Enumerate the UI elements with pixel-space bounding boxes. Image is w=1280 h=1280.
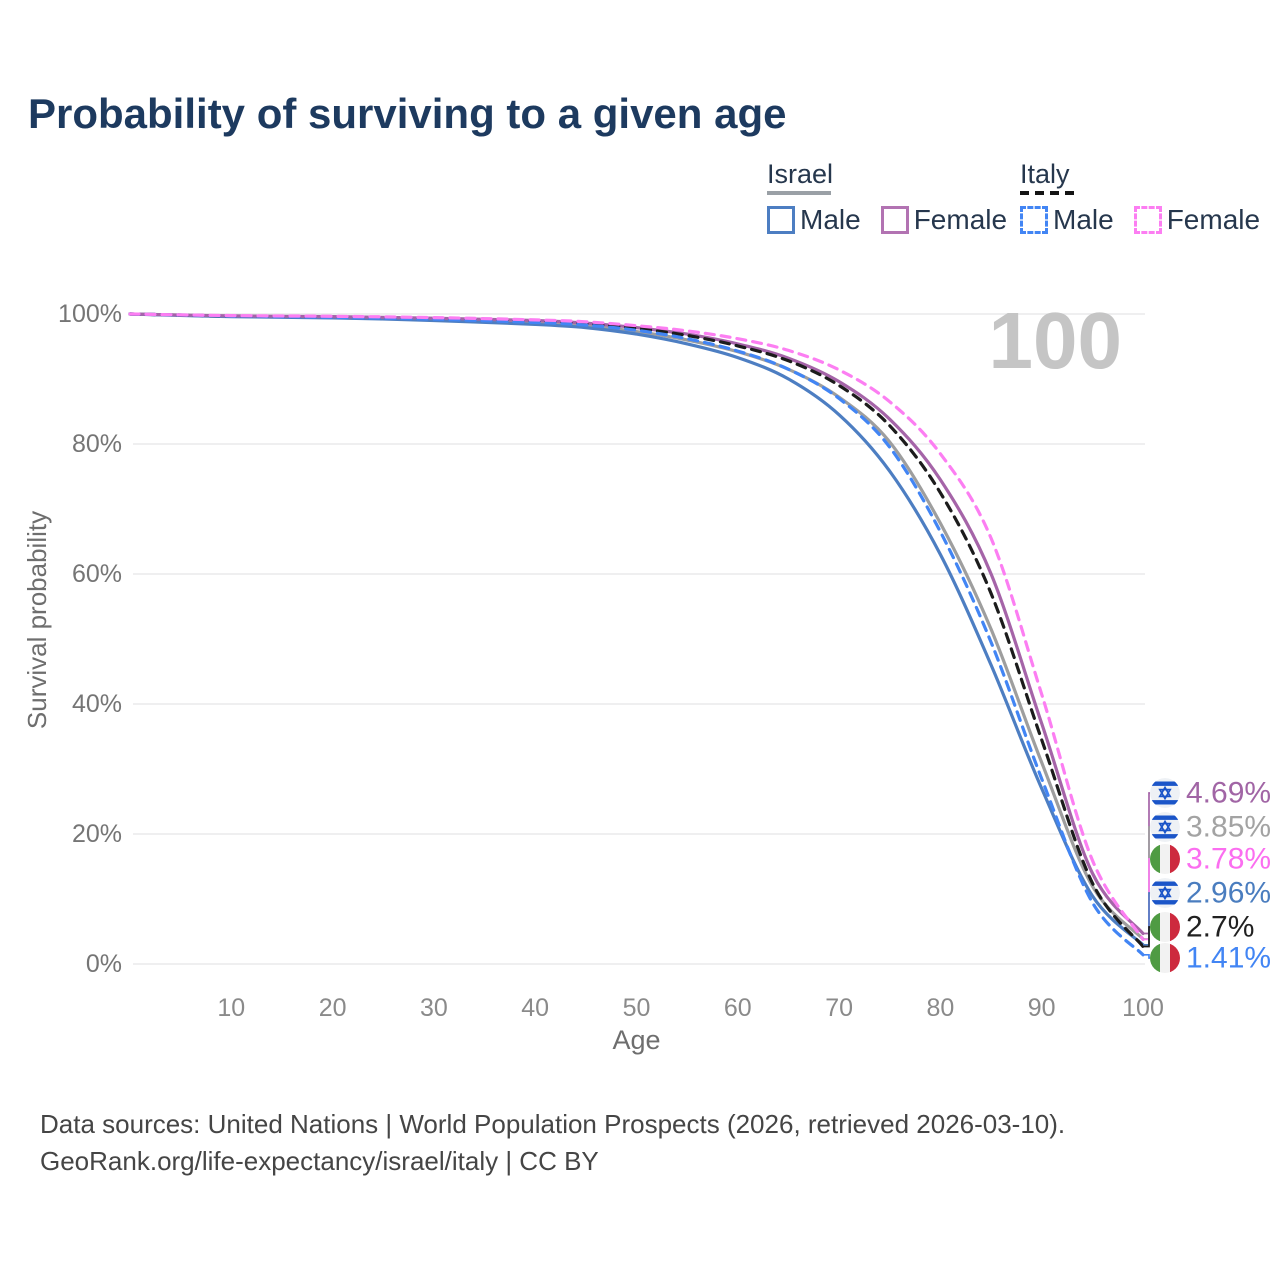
y-tick-label-0: 0%: [86, 950, 122, 978]
y-tick-label-20: 20%: [72, 820, 122, 848]
legend-item-israel-male[interactable]: Male: [767, 204, 861, 236]
legend-country-italy: Italy: [1020, 159, 1070, 189]
x-tick-label-50: 50: [623, 994, 651, 1022]
israel-flag-icon: [1150, 812, 1180, 842]
x-tick-label-70: 70: [825, 994, 853, 1022]
x-tick-label-100: 100: [1122, 994, 1164, 1022]
legend-label: Male: [1053, 204, 1114, 236]
end-label-connector-israel_male: [1143, 892, 1150, 946]
series-line-israel_female[interactable]: [128, 312, 1145, 936]
x-axis-title: Age: [612, 1025, 660, 1055]
end-label-value-israel_female: 4.69%: [1186, 777, 1271, 810]
legend-label: Female: [1166, 204, 1261, 236]
legend-group-italy: Italy Male Female: [1020, 160, 1280, 236]
y-tick-label-80: 80%: [72, 430, 122, 458]
legend-label: Male: [800, 204, 861, 236]
legend-underline-israel-solid: [767, 191, 831, 196]
x-tick-label-40: 40: [521, 994, 549, 1022]
y-axis-title: Survival probability: [22, 511, 52, 729]
x-tick-label-60: 60: [724, 994, 752, 1022]
y-tick-label-40: 40%: [72, 690, 122, 718]
y-tick-label-60: 60%: [72, 560, 122, 588]
legend-label: Female: [913, 204, 1008, 236]
end-label-israel_female: 4.69%: [1150, 777, 1271, 810]
page-title: Probability of surviving to a given age: [28, 90, 787, 137]
legend-row-italy: Male Female: [1020, 204, 1280, 236]
series-line-italy_male[interactable]: [128, 312, 1145, 957]
legend-swatch-italy-male-icon: [1020, 206, 1048, 235]
x-tick-label-10: 10: [217, 994, 245, 1022]
legend-item-israel-female[interactable]: Female: [880, 204, 1008, 236]
legend-country-israel: Israel: [767, 159, 834, 189]
legend-group-israel: Israel Male Female: [767, 160, 1027, 236]
y-tick-label-100: 100%: [58, 300, 122, 328]
end-label-israel_male: 2.96%: [1150, 877, 1271, 910]
legend-item-italy-male[interactable]: Male: [1020, 204, 1114, 236]
italy-flag-icon: [1150, 844, 1180, 874]
legend-swatch-italy-female-icon: [1133, 206, 1162, 235]
end-label-value-israel_total: 3.85%: [1186, 811, 1271, 844]
israel-flag-icon: [1150, 778, 1180, 808]
end-label-value-italy_male: 1.41%: [1186, 942, 1271, 975]
footer-data-sources: Data sources: United Nations | World Pop…: [40, 1109, 1066, 1139]
end-label-connector-italy_total: [1143, 926, 1150, 948]
israel-flag-icon: [1150, 878, 1180, 908]
end-label-connector-italy_male: [1143, 953, 1150, 959]
legend-item-italy-female[interactable]: Female: [1133, 204, 1261, 236]
x-tick-label-30: 30: [420, 994, 448, 1022]
end-label-value-italy_total: 2.7%: [1186, 911, 1254, 944]
x-tick-label-20: 20: [319, 994, 347, 1022]
series-line-italy_female[interactable]: [128, 312, 1145, 941]
end-label-value-italy_female: 3.78%: [1186, 843, 1271, 876]
end-label-italy_total: 2.7%: [1150, 911, 1254, 944]
age-counter-watermark: 100: [989, 296, 1122, 385]
italy-flag-icon: [1150, 943, 1180, 973]
end-label-value-israel_male: 2.96%: [1186, 877, 1271, 910]
footer-attribution: GeoRank.org/life-expectancy/israel/italy…: [40, 1145, 599, 1176]
italy-flag-icon: [1150, 912, 1180, 942]
legend-swatch-israel-male-icon: [767, 206, 795, 235]
end-label-italy_female: 3.78%: [1150, 843, 1271, 876]
footer: Data sources: United Nations | World Pop…: [40, 1106, 1065, 1180]
end-label-italy_male: 1.41%: [1150, 942, 1271, 975]
legend-row-israel: Male Female: [767, 204, 1027, 236]
end-label-israel_total: 3.85%: [1150, 811, 1271, 844]
series-line-israel_total[interactable]: [128, 312, 1145, 941]
legend-swatch-israel-female-icon: [880, 206, 909, 235]
x-tick-label-80: 80: [926, 994, 954, 1022]
legend-underline-italy-dashed: [1020, 191, 1074, 196]
x-tick-label-90: 90: [1028, 994, 1056, 1022]
